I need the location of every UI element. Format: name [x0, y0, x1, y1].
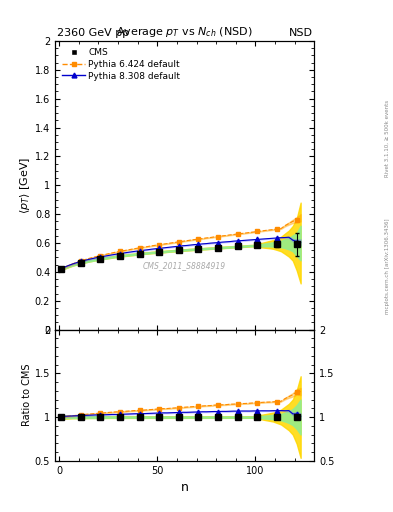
- Text: 2360 GeV pp: 2360 GeV pp: [57, 28, 129, 38]
- Text: NSD: NSD: [288, 28, 312, 38]
- Text: mcplots.cern.ch [arXiv:1306.3436]: mcplots.cern.ch [arXiv:1306.3436]: [385, 219, 389, 314]
- Y-axis label: Ratio to CMS: Ratio to CMS: [22, 364, 32, 426]
- Title: Average $p_T$ vs $N_{ch}$ (NSD): Average $p_T$ vs $N_{ch}$ (NSD): [116, 26, 253, 39]
- Legend: CMS, Pythia 6.424 default, Pythia 8.308 default: CMS, Pythia 6.424 default, Pythia 8.308 …: [59, 46, 183, 83]
- Text: CMS_2011_S8884919: CMS_2011_S8884919: [143, 262, 226, 271]
- Y-axis label: $\langle p_T\rangle$ [GeV]: $\langle p_T\rangle$ [GeV]: [18, 157, 32, 214]
- X-axis label: n: n: [181, 481, 189, 494]
- Text: Rivet 3.1.10, ≥ 500k events: Rivet 3.1.10, ≥ 500k events: [385, 100, 389, 177]
